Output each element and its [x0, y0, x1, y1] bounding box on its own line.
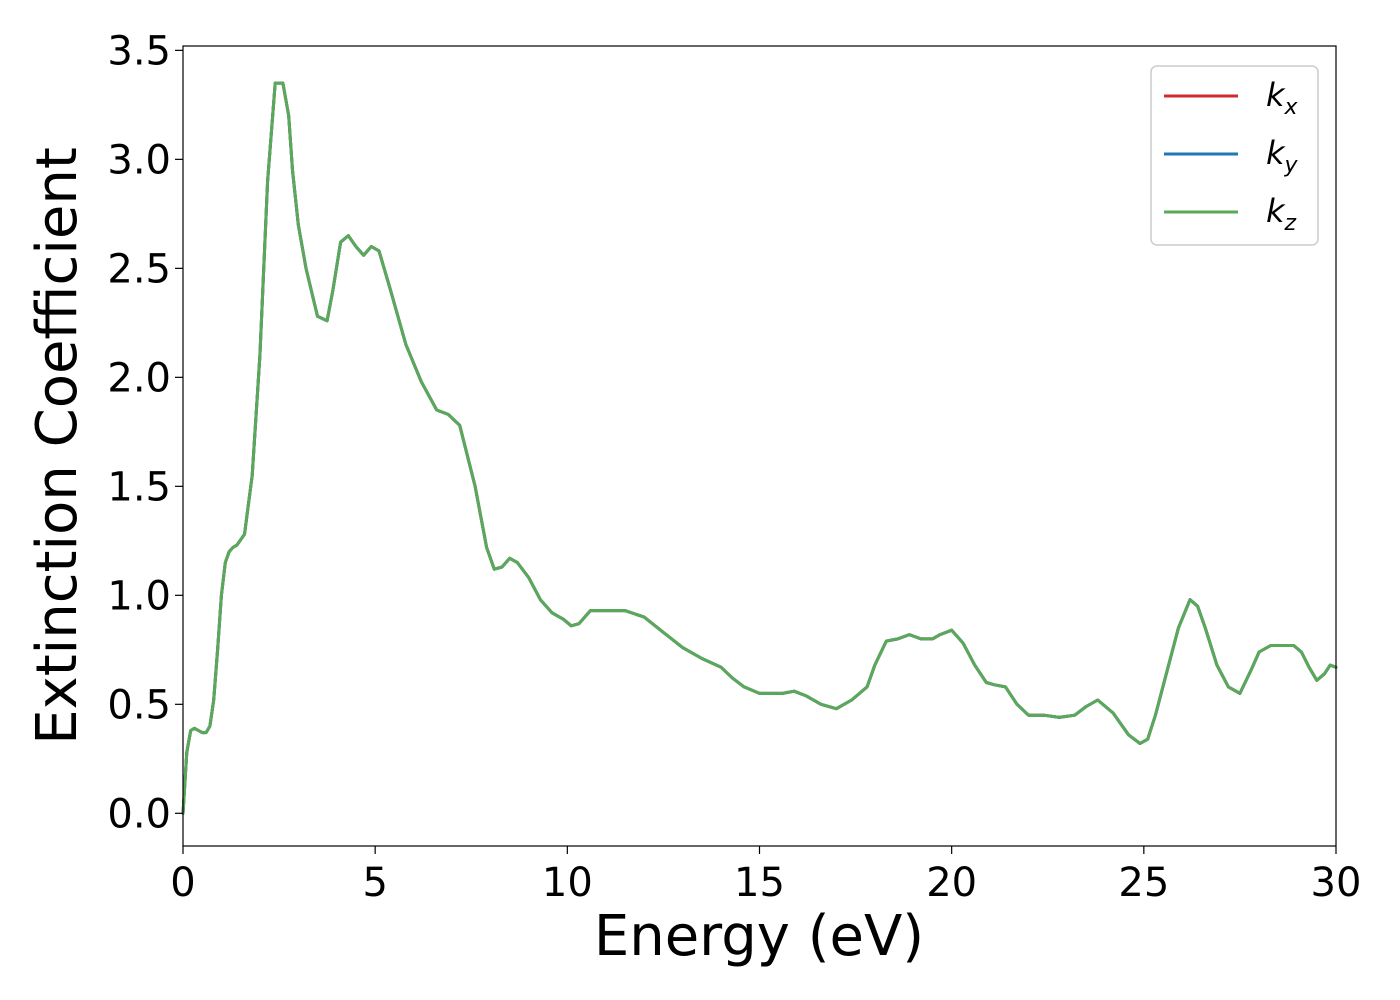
y-tick-label: 0.0 [107, 791, 171, 837]
x-tick-label: 25 [1118, 860, 1169, 906]
x-tick-label: 20 [926, 860, 977, 906]
x-tick-label: 5 [362, 860, 387, 906]
y-tick-label: 3.5 [107, 28, 171, 74]
y-tick-label: 0.5 [107, 682, 171, 728]
y-tick-label: 1.5 [107, 464, 171, 510]
x-tick-label: 10 [542, 860, 593, 906]
y-tick-label: 2.5 [107, 246, 171, 292]
y-axis-label: Extinction Coefficient [25, 147, 90, 745]
y-tick-label: 1.0 [107, 573, 171, 619]
x-tick-label: 0 [170, 860, 195, 906]
x-tick-label: 15 [734, 860, 785, 906]
ticks-layer: 0 5 10 15 20 25 30 0.0 0.5 1.0 1.5 2.0 2.5 3.0 3.5 [107, 28, 1361, 906]
legend-label-kx: kx [1266, 76, 1299, 120]
series-line-kz [181, 81, 1338, 815]
series-layer [181, 81, 1338, 815]
legend-label-ky: ky [1266, 134, 1299, 178]
x-tick-label: 30 [1311, 860, 1362, 906]
legend-label-kz: kz [1266, 192, 1297, 236]
x-axis-label: Energy (eV) [594, 904, 924, 969]
y-tick-label: 3.0 [107, 137, 171, 183]
legend: kx ky kz [1150, 65, 1319, 246]
y-tick-label: 2.0 [107, 355, 171, 401]
